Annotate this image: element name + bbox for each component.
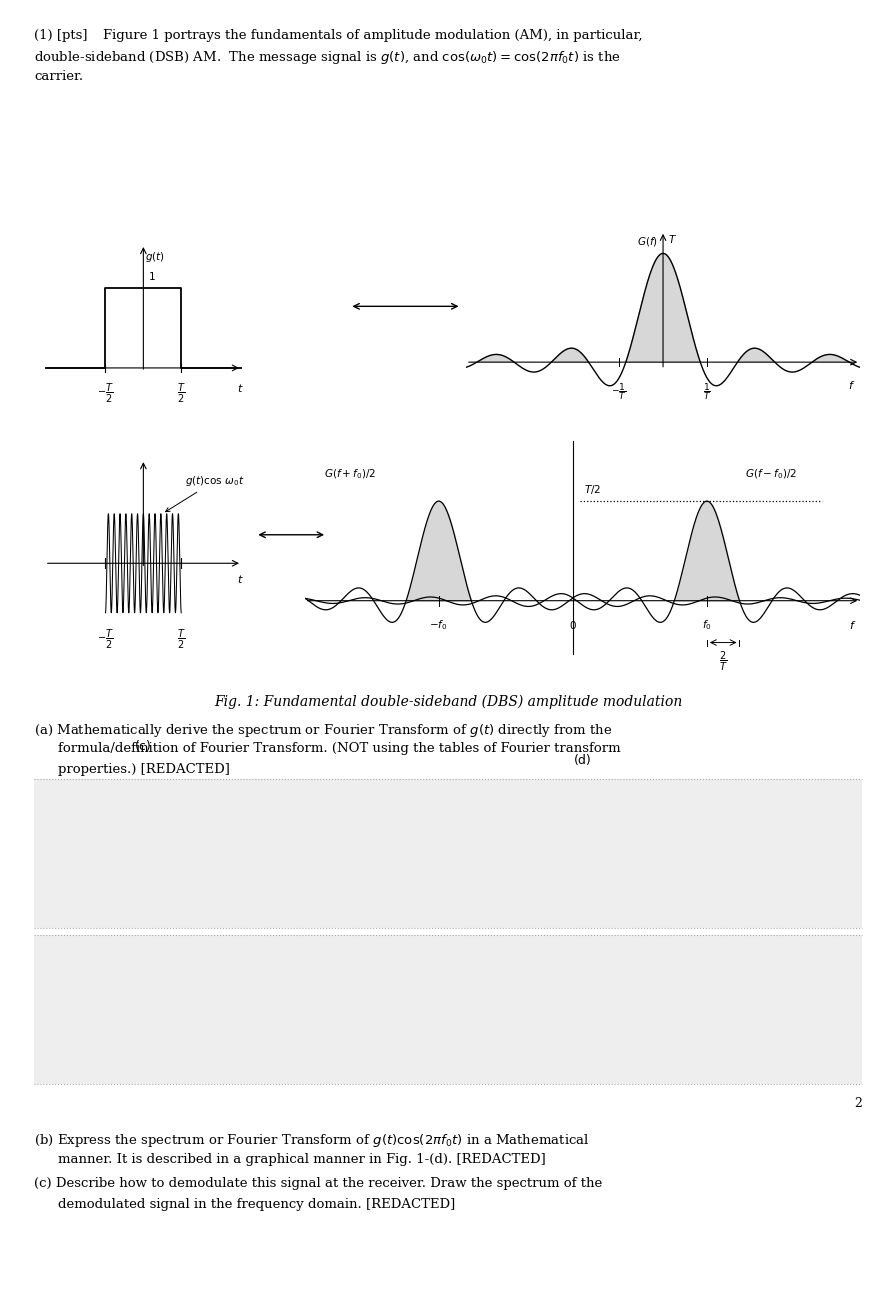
Text: $-\dfrac{T}{2}$: $-\dfrac{T}{2}$ bbox=[97, 383, 114, 405]
Text: $T$: $T$ bbox=[668, 234, 677, 245]
Text: $-\dfrac{1}{T}$: $-\dfrac{1}{T}$ bbox=[611, 380, 627, 401]
Text: (a): (a) bbox=[134, 482, 152, 495]
Text: $-f_0$: $-f_0$ bbox=[429, 619, 448, 632]
Text: (b) Express the spectrum or Fourier Transform of $g(t)\cos(2\pi f_0 t)$ in a Mat: (b) Express the spectrum or Fourier Tran… bbox=[34, 1132, 590, 1149]
Bar bbox=[34, 935, 862, 1084]
Text: $t$: $t$ bbox=[237, 383, 244, 395]
Text: 2: 2 bbox=[854, 1097, 862, 1110]
Text: $f$: $f$ bbox=[849, 619, 857, 631]
Text: $-\dfrac{T}{2}$: $-\dfrac{T}{2}$ bbox=[97, 628, 114, 650]
Text: manner. It is described in a graphical manner in Fig. 1-(d). [REDACTED]: manner. It is described in a graphical m… bbox=[58, 1153, 546, 1166]
Text: $\dfrac{T}{2}$: $\dfrac{T}{2}$ bbox=[177, 383, 185, 405]
Text: formula/definition of Fourier Transform. (NOT using the tables of Fourier transf: formula/definition of Fourier Transform.… bbox=[58, 742, 621, 755]
Text: Fig. 1: Fundamental double-sideband (DBS) amplitude modulation: Fig. 1: Fundamental double-sideband (DBS… bbox=[214, 694, 682, 709]
Text: $f_0$: $f_0$ bbox=[702, 619, 711, 632]
Text: $T/2$: $T/2$ bbox=[584, 483, 601, 496]
Text: $G(f)$: $G(f)$ bbox=[637, 235, 658, 248]
Text: double-sideband (DSB) AM.  The message signal is $g(t)$, and $\cos(\omega_0 t) =: double-sideband (DSB) AM. The message si… bbox=[34, 49, 621, 66]
Text: (d): (d) bbox=[573, 754, 591, 767]
Text: properties.) [REDACTED]: properties.) [REDACTED] bbox=[58, 763, 230, 776]
Text: $0$: $0$ bbox=[569, 619, 577, 631]
Text: (1) [pts]: (1) [pts] bbox=[34, 29, 88, 42]
Text: demodulated signal in the frequency domain. [REDACTED]: demodulated signal in the frequency doma… bbox=[58, 1198, 455, 1211]
Text: Figure 1 portrays the fundamentals of amplitude modulation (AM), in particular,: Figure 1 portrays the fundamentals of am… bbox=[103, 29, 642, 42]
Text: $g(t)\cos\,\omega_0 t$: $g(t)\cos\,\omega_0 t$ bbox=[166, 474, 245, 511]
Text: $t$: $t$ bbox=[237, 574, 244, 585]
Text: carrier.: carrier. bbox=[34, 70, 83, 83]
Text: (c) Describe how to demodulate this signal at the receiver. Draw the spectrum of: (c) Describe how to demodulate this sign… bbox=[34, 1177, 602, 1190]
Text: (b): (b) bbox=[654, 484, 672, 497]
Text: $G(f+f_0)/2$: $G(f+f_0)/2$ bbox=[323, 467, 375, 482]
Text: $\dfrac{T}{2}$: $\dfrac{T}{2}$ bbox=[177, 628, 185, 650]
Text: $g(t)$: $g(t)$ bbox=[145, 249, 165, 263]
Text: (a) Mathematically derive the spectrum or Fourier Transform of $g(t)$ directly f: (a) Mathematically derive the spectrum o… bbox=[34, 722, 613, 739]
Text: (c): (c) bbox=[135, 740, 151, 753]
Bar bbox=[34, 779, 862, 928]
Text: $\dfrac{2}{T}$: $\dfrac{2}{T}$ bbox=[719, 649, 728, 672]
Text: $\dfrac{1}{T}$: $\dfrac{1}{T}$ bbox=[702, 380, 711, 401]
Text: $1$: $1$ bbox=[148, 270, 156, 283]
Text: $f$: $f$ bbox=[849, 379, 856, 391]
Text: $G(f-f_0)/2$: $G(f-f_0)/2$ bbox=[745, 467, 797, 482]
